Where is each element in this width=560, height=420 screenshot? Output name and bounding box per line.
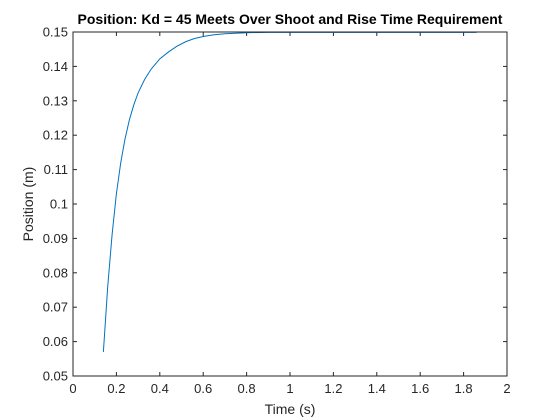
x-tick-label: 0.6 xyxy=(194,381,212,396)
x-tick-label: 1.8 xyxy=(455,381,473,396)
x-tick-label: 1 xyxy=(286,381,293,396)
x-tick-label: 2 xyxy=(503,381,510,396)
tick-labels: 0 0.2 0.4 0.6 0.8 1 1.2 1.4 1.6 1.8 2 0.05 0.06 0.07 0… xyxy=(43,25,511,397)
y-tick-label: 0.06 xyxy=(43,334,68,349)
plot-frame xyxy=(72,31,508,377)
x-tick-label: 0.4 xyxy=(151,381,169,396)
x-tick-label: 0 xyxy=(69,381,76,396)
plot-area xyxy=(73,32,507,376)
y-tick-label: 0.09 xyxy=(43,231,68,246)
y-tick-label: 0.05 xyxy=(43,369,68,384)
y-tick-label: 0.15 xyxy=(43,25,68,40)
y-tick-label: 0.13 xyxy=(43,93,68,108)
x-tick-label: 0.2 xyxy=(107,381,125,396)
x-tick-label: 1.6 xyxy=(411,381,429,396)
x-axis-label: Time (s) xyxy=(265,401,316,417)
y-tick-label: 0.08 xyxy=(43,265,68,280)
chart-title: Position: Kd = 45 Meets Over Shoot and R… xyxy=(78,11,503,27)
x-tick-label: 1.4 xyxy=(368,381,386,396)
y-tick-label: 0.11 xyxy=(44,162,68,177)
x-tick-label: 1.2 xyxy=(324,381,342,396)
y-axis-label: Position (m) xyxy=(20,167,36,242)
x-tick-label: 0.8 xyxy=(238,381,256,396)
y-tick-label: 0.14 xyxy=(43,59,68,74)
y-tick-label: 0.1 xyxy=(50,197,68,212)
y-tick-label: 0.12 xyxy=(43,128,68,143)
y-tick-label: 0.07 xyxy=(43,300,68,315)
